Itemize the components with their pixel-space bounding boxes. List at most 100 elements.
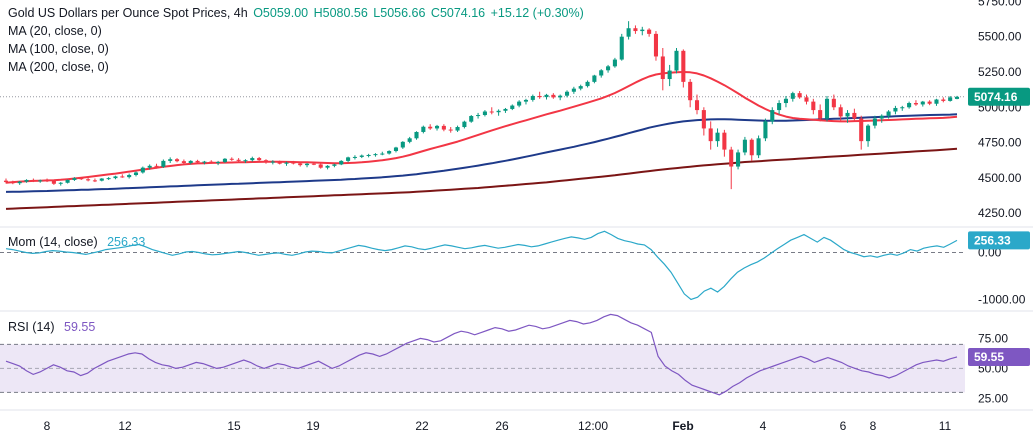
candle-body [790, 93, 795, 99]
close-value: C5074.16 [430, 6, 486, 20]
ma200-line [5, 147, 958, 210]
candle-body [352, 156, 357, 158]
candle-body [181, 161, 186, 164]
candle-body [3, 180, 9, 183]
candle-body [872, 118, 877, 126]
candle-body [10, 182, 15, 184]
candle-body [441, 125, 446, 130]
candle-body [599, 70, 604, 76]
momentum-badge-label: 256.33 [974, 233, 1011, 247]
candle-body [291, 162, 296, 164]
candle-body [31, 179, 36, 182]
candle-body [92, 180, 97, 182]
candle-body [517, 101, 522, 106]
candle-body [619, 36, 624, 60]
candle-body [694, 100, 700, 111]
time-axis-tick: 12 [118, 419, 132, 433]
candle-body [859, 118, 864, 142]
candle-body [756, 138, 761, 156]
candle-body [852, 112, 857, 119]
candle-body [612, 59, 617, 67]
candle-body [558, 95, 563, 98]
candle-body [606, 66, 611, 71]
candle-body [564, 91, 570, 96]
candle-body [304, 163, 310, 166]
candle-body [845, 112, 850, 117]
rsi-legend: RSI (14) 59.55 [8, 320, 97, 334]
candle-body [667, 70, 672, 80]
candle-body [400, 141, 405, 148]
candle-body [263, 160, 269, 163]
last-price-badge-label: 5074.16 [974, 90, 1018, 104]
candle-body [537, 95, 542, 98]
momentum-label: Mom (14, close) [8, 235, 98, 249]
price-axis-tick: 5750.00 [978, 0, 1022, 8]
candle-body [551, 94, 556, 98]
candle-body [571, 88, 576, 92]
price-axis-tick: 4250.00 [978, 206, 1022, 220]
candle-body [811, 101, 816, 111]
candle-body [503, 108, 508, 111]
candle-body [65, 179, 70, 183]
candle-body [838, 107, 843, 117]
candle-body [476, 115, 481, 117]
candle-body [907, 103, 912, 108]
candle-body [175, 159, 180, 162]
candle-body [346, 157, 351, 161]
candle-body [113, 176, 118, 179]
candle-body [626, 28, 631, 37]
candle-body [120, 176, 125, 178]
candle-body [154, 165, 159, 167]
momentum-legend: Mom (14, close) 256.33 [8, 235, 147, 249]
low-value: L5056.66 [373, 6, 426, 20]
candle-body [783, 98, 788, 104]
price-legend-line: Gold US Dollars per Ounce Spot Prices, 4… [8, 6, 586, 20]
candle-body [954, 96, 960, 99]
candle-body [920, 101, 925, 105]
candle-body [893, 107, 898, 112]
time-axis-tick: 26 [495, 419, 509, 433]
candle-body [284, 162, 289, 164]
candle-body [161, 160, 166, 167]
price-axis-tick: 5500.00 [978, 30, 1022, 44]
candle-body [585, 81, 590, 87]
candle-body [681, 50, 686, 82]
candle-body [243, 160, 248, 162]
candle-body [380, 153, 385, 155]
candle-body [523, 99, 529, 102]
candle-body [434, 125, 440, 129]
candle-body [927, 101, 932, 104]
candle-body [818, 110, 823, 119]
rsi-badge-label: 59.55 [974, 350, 1004, 364]
momentum-axis-tick: -1000.00 [978, 293, 1026, 307]
candle-body [195, 160, 200, 163]
high-value: H5080.56 [313, 6, 368, 20]
candle-body [831, 98, 836, 108]
candle-body [140, 167, 145, 173]
candle-body [106, 178, 111, 180]
candle-body [866, 125, 871, 142]
change-value: +15.12 (+0.30%) [490, 6, 584, 20]
momentum-value-badge [968, 231, 1030, 250]
candle-body [688, 81, 693, 101]
candle-body [824, 98, 830, 119]
candle-body [742, 139, 747, 153]
candle-body [886, 111, 891, 116]
candle-body [647, 29, 652, 34]
candle-body [366, 154, 371, 156]
time-axis-tick: 11 [939, 419, 952, 433]
candle-body [168, 159, 173, 161]
rsi-band [0, 344, 965, 393]
candle-body [51, 180, 56, 184]
candle-body [722, 132, 727, 150]
candle-body [428, 126, 433, 129]
candle-body [948, 97, 953, 101]
candle-body [777, 103, 782, 111]
candle-body [79, 178, 84, 180]
candle-body [592, 75, 597, 82]
momentum-value: 256.33 [107, 235, 146, 249]
candle-body [941, 99, 946, 101]
candle-body [510, 105, 515, 109]
